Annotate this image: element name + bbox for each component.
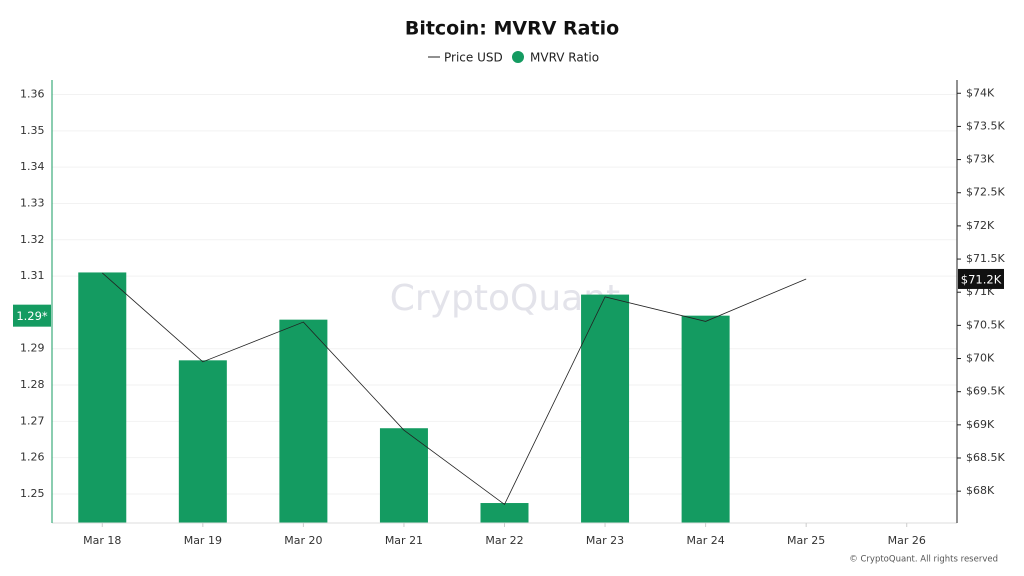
x-tick-label: Mar 25 — [787, 534, 825, 547]
y-tick-label: 1.29 — [20, 342, 45, 355]
x-tick-label: Mar 23 — [586, 534, 624, 547]
y2-tick-label: $73.5K — [966, 119, 1005, 132]
y-tick-label: 1.28 — [20, 378, 45, 391]
y2-tick-label: $68.5K — [966, 451, 1005, 464]
bar — [78, 272, 127, 523]
bar — [480, 503, 529, 523]
bar — [681, 315, 730, 523]
y2-tick-label: $70.5K — [966, 318, 1005, 331]
y2-tick-label: $70K — [966, 352, 995, 365]
x-tick-label: Mar 26 — [888, 534, 926, 547]
y-marker-label: 1.29* — [16, 309, 48, 323]
y-tick-label: 1.31 — [20, 269, 45, 282]
legend-dot-swatch — [512, 51, 524, 63]
y2-tick-label: $71.5K — [966, 252, 1005, 265]
y2-tick-label: $73K — [966, 153, 995, 166]
legend-label: MVRV Ratio — [530, 51, 599, 65]
y2-tick-label: $69.5K — [966, 385, 1005, 398]
y-marker-badge — [13, 304, 51, 327]
footer: © CryptoQuant. All rights reserved — [849, 555, 998, 565]
y-tick-label: 1.34 — [20, 160, 45, 173]
legend-label: Price USD — [444, 51, 503, 65]
x-tick-label: Mar 22 — [485, 534, 523, 547]
x-tick-label: Mar 24 — [686, 534, 724, 547]
y-tick-label: 1.27 — [20, 414, 45, 427]
y-tick-label: 1.36 — [20, 88, 45, 101]
y2-marker-label: $71.2K — [961, 272, 1002, 286]
bar — [581, 294, 630, 523]
bar — [379, 428, 428, 523]
x-tick-label: Mar 19 — [184, 534, 222, 547]
x-tick-label: Mar 21 — [385, 534, 423, 547]
y2-tick-label: $69K — [966, 418, 995, 431]
bar — [279, 319, 328, 523]
y-tick-label: 1.25 — [20, 487, 45, 500]
x-tick-label: Mar 18 — [83, 534, 121, 547]
x-tick-label: Mar 20 — [284, 534, 322, 547]
bar — [178, 360, 227, 523]
marks — [78, 272, 730, 523]
y-tick-label: 1.26 — [20, 451, 45, 464]
y2-marker-badge — [958, 268, 1004, 289]
y2-tick-label: $72K — [966, 219, 995, 232]
y-tick-label: 1.32 — [20, 233, 45, 246]
y2-tick-label: $74K — [966, 86, 995, 99]
y2-tick-label: $72.5K — [966, 186, 1005, 199]
y-tick-label: 1.33 — [20, 196, 45, 209]
y2-tick-label: $68K — [966, 484, 995, 497]
chart-title: Bitcoin: MVRV Ratio — [405, 18, 619, 40]
y-tick-label: 1.35 — [20, 124, 45, 137]
price-line — [102, 272, 807, 506]
